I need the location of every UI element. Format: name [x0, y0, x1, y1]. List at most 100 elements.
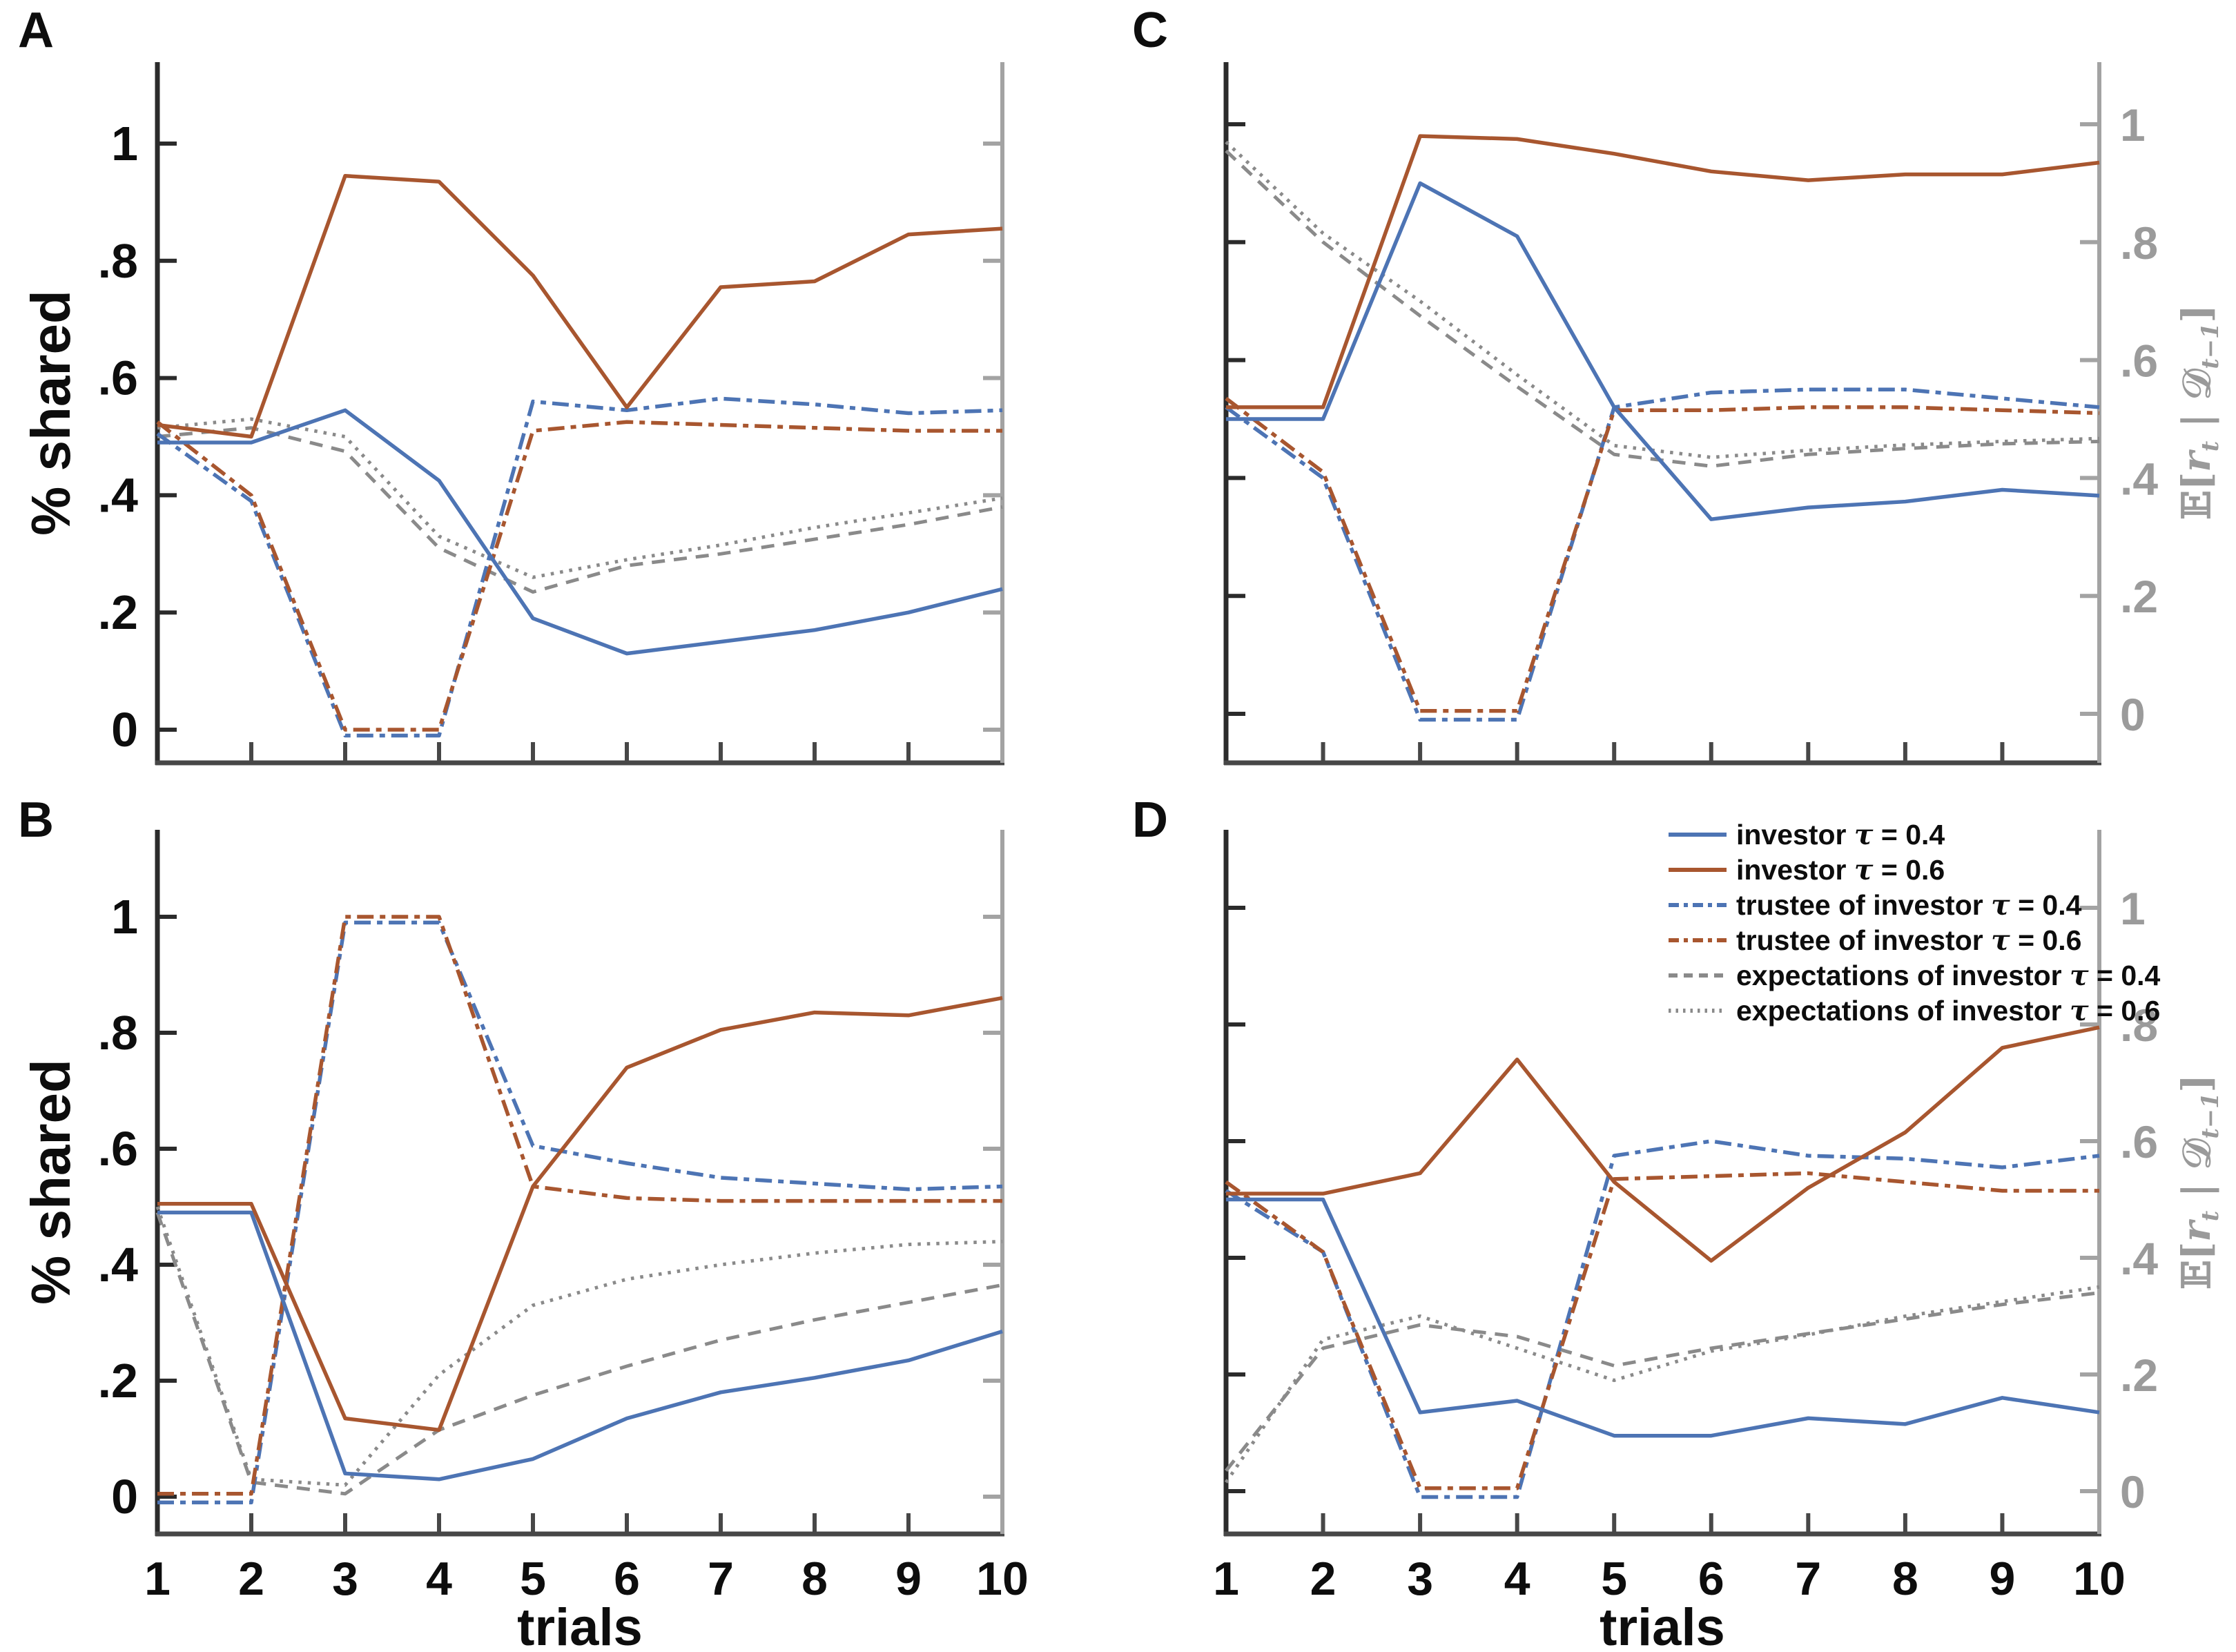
- panel-D-series-trustee_06: [1225, 1171, 2099, 1490]
- panel-B-xtick-label: 5: [520, 1553, 546, 1605]
- panel-B-xtick-label: 3: [332, 1553, 358, 1605]
- legend-label-expect_06: expectations of investor τ = 0.6: [1736, 993, 2161, 1027]
- right-axis-label-close: ]: [2174, 1074, 2219, 1093]
- panel-B-ytick-label: .2: [98, 1354, 138, 1408]
- legend-row-trustee_04: trustee of investor τ = 0.4: [1667, 887, 2160, 922]
- x-axis-label-b: trials: [517, 1598, 643, 1652]
- y-axis-label-a: % shared: [20, 290, 81, 536]
- right-axis-label-r-sub: t: [2196, 1210, 2224, 1222]
- legend-row-investor_04: investor τ = 0.4: [1667, 817, 2160, 852]
- legend: investor τ = 0.4 investor τ = 0.6 trustee …: [1667, 817, 2160, 1028]
- panel-A-series-expect_04: [157, 426, 1003, 594]
- panel-D-series-expect_04: [1225, 1291, 2100, 1472]
- panel-A-series-trustee_06: [156, 420, 1002, 732]
- legend-line-sample-expect_04: [1669, 973, 1727, 978]
- panel-C-series-investor_06: [1226, 134, 2100, 409]
- panel-C-series-trustee_06: [1225, 396, 2100, 713]
- legend-line-sample-trustee_04: [1669, 902, 1727, 907]
- panel-D-xtick-label: 5: [1601, 1553, 1627, 1605]
- right-axis-label-c: 𝔼[rt | 𝒟t−1]: [2172, 198, 2224, 626]
- panel-D-series-investor_04: [1226, 1197, 2100, 1438]
- panel-B-ytick-label: .6: [98, 1122, 138, 1176]
- right-axis-label-d-sub: t−1: [2196, 1092, 2224, 1139]
- panel-D-xtick-label: 2: [1310, 1553, 1336, 1605]
- panel-label-b: B: [18, 793, 54, 848]
- panel-D-xtick-label: 4: [1504, 1553, 1530, 1605]
- panel-B-ytick-label: .8: [98, 1006, 138, 1060]
- y-axis-label-b: % shared: [20, 1059, 81, 1305]
- panel-A-series-investor_06: [157, 173, 1003, 439]
- right-axis-label-d2: 𝔼[rt | 𝒟t−1]: [2172, 968, 2224, 1396]
- panel-B-xtick-label: 1: [144, 1553, 171, 1605]
- legend-row-expect_04: expectations of investor τ = 0.4: [1667, 958, 2160, 993]
- panel-D-xtick-label: 3: [1407, 1553, 1433, 1605]
- panel-A-ytick-label: 1: [111, 117, 138, 171]
- panel-C-series-expect_06: [1225, 140, 2100, 460]
- panel-D-ytick-label: .6: [2120, 1116, 2158, 1167]
- legend-line-sample-expect_06: [1669, 1008, 1727, 1013]
- legend-label-investor_06: investor τ = 0.6: [1736, 853, 1945, 886]
- legend-label-expect_04: expectations of investor τ = 0.4: [1736, 958, 2161, 992]
- legend-line-sample-investor_04: [1669, 832, 1727, 837]
- panel-B-xtick-label: 6: [614, 1553, 640, 1605]
- panel-A-series-trustee_04: [156, 396, 1003, 738]
- panel-C-ytick-label: .2: [2120, 571, 2158, 622]
- panel-B-series-expect_06: [155, 1206, 1003, 1487]
- legend-label-trustee_06: trustee of investor τ = 0.6: [1736, 923, 2082, 957]
- panel-C-series-expect_04: [1225, 149, 2100, 468]
- panel-D-ytick-label: 1: [2120, 883, 2146, 934]
- panel-D-ytick-label: .8: [2120, 1000, 2158, 1051]
- panel-B-xtick-label: 10: [976, 1553, 1029, 1605]
- legend-row-trustee_06: trustee of investor τ = 0.6: [1667, 922, 2160, 958]
- right-axis-label-open: 𝔼[: [2174, 472, 2219, 520]
- panel-B-series-expect_04: [155, 1212, 1003, 1496]
- legend-line-sample-investor_06: [1669, 867, 1727, 872]
- right-axis-label-open: 𝔼[: [2174, 1241, 2219, 1290]
- panel-D-xtick-label: 10: [2073, 1553, 2126, 1605]
- panel-D-series-trustee_04: [1225, 1139, 2100, 1499]
- panel-C-ytick-label: 0: [2120, 689, 2146, 740]
- right-axis-label-d-sub: t−1: [2196, 322, 2224, 369]
- right-axis-label-r: r: [2174, 1221, 2219, 1242]
- panel-C-series-trustee_04: [1225, 387, 2100, 722]
- right-axis-label-r: r: [2174, 451, 2219, 472]
- panel-D-xtick-label: 8: [1892, 1553, 1918, 1605]
- panel-D-xtick-label: 1: [1213, 1553, 1239, 1605]
- panel-A-ytick-label: 0: [111, 703, 138, 757]
- panel-A-series-expect_06: [157, 417, 1003, 579]
- panel-B-xtick-label: 8: [801, 1553, 828, 1605]
- panel-B-xtick-label: 4: [426, 1553, 452, 1605]
- panel-A-ytick-label: .4: [98, 468, 138, 522]
- panel-B-series-trustee_06: [157, 915, 1002, 1496]
- panel-B-xtick-label: 9: [895, 1553, 922, 1605]
- panel-C-ytick-label: .6: [2120, 336, 2158, 387]
- panel-D-ytick-label: 0: [2120, 1466, 2146, 1517]
- panel-label-d: D: [1132, 793, 1168, 848]
- panel-C-ytick-label: .4: [2120, 453, 2158, 504]
- panel-B-series-trustee_04: [157, 920, 1003, 1505]
- legend-label-trustee_04: trustee of investor τ = 0.4: [1736, 888, 2082, 922]
- right-axis-label-d: 𝒟: [2174, 369, 2219, 400]
- right-axis-label-bar: |: [2174, 1169, 2219, 1211]
- panel-D-ytick-label: .2: [2120, 1350, 2158, 1401]
- legend-row-investor_06: investor τ = 0.6: [1667, 852, 2160, 887]
- legend-line-sample-trustee_06: [1669, 937, 1727, 942]
- right-axis-label-d: 𝒟: [2174, 1138, 2219, 1170]
- panel-B-ytick-label: 0: [111, 1470, 138, 1524]
- panel-B-series-investor_04: [157, 1210, 1003, 1481]
- panel-A-ytick-label: .6: [98, 351, 138, 405]
- panel-B-xtick-label: 7: [708, 1553, 734, 1605]
- panel-D-xtick-label: 9: [1990, 1553, 2016, 1605]
- x-axis-label-d: trials: [1600, 1598, 1725, 1652]
- panel-B-series-investor_06: [157, 995, 1003, 1432]
- panel-D-ytick-label: .4: [2120, 1233, 2158, 1284]
- panel-D-series-expect_06: [1224, 1285, 2100, 1484]
- right-axis-label-bar: |: [2174, 400, 2219, 441]
- panel-C-series-investor_04: [1226, 181, 2100, 521]
- legend-label-investor_04: investor τ = 0.4: [1736, 817, 1945, 851]
- right-axis-label-close: ]: [2174, 304, 2219, 323]
- panel-D-xtick-label: 6: [1698, 1553, 1724, 1605]
- legend-row-expect_06: expectations of investor τ = 0.6: [1667, 993, 2160, 1028]
